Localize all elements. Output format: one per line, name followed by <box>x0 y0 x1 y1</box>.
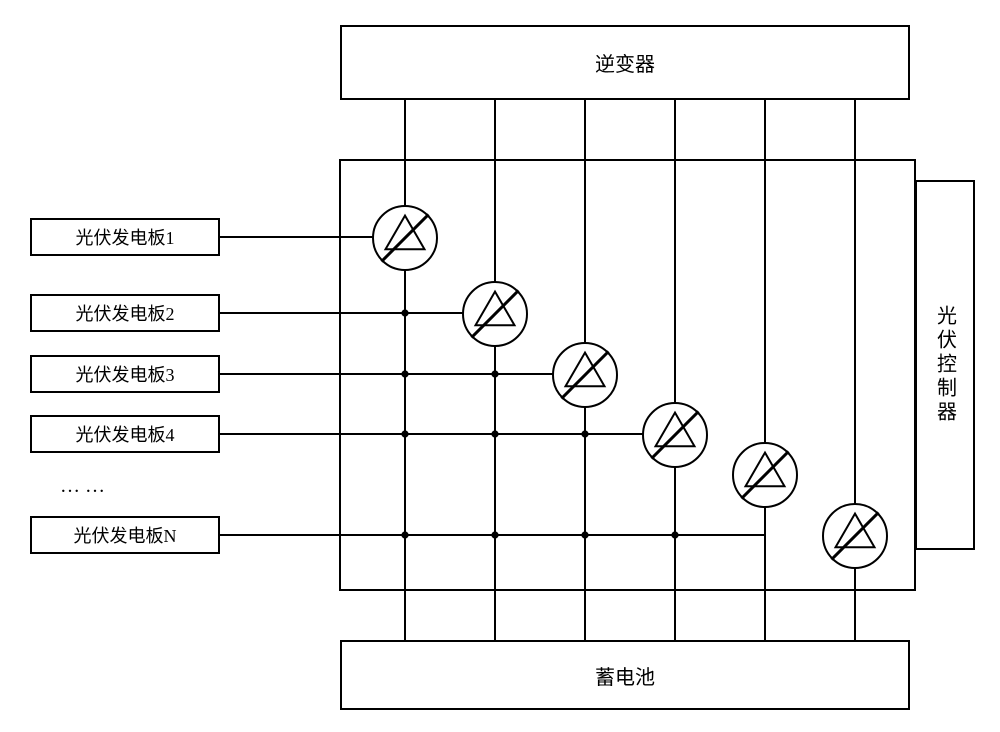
diagram-container: 逆变器 光伏控制器 蓄电池 光伏发电板1光伏发电板2光伏发电板3光伏发电板4… … <box>0 0 1000 732</box>
wiring-svg <box>0 0 1000 732</box>
